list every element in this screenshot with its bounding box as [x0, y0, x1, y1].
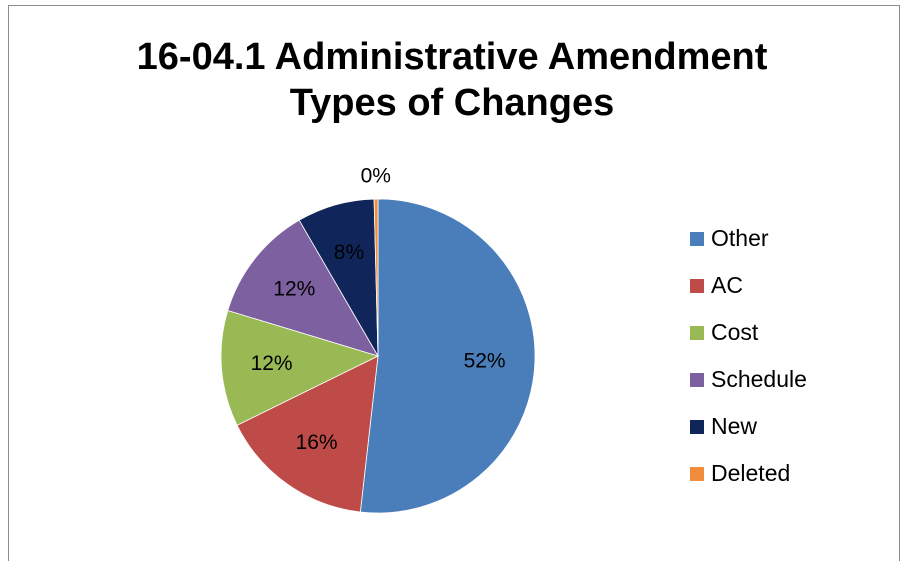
- legend-swatch-cost: [690, 325, 704, 340]
- chart-title: 16-04.1 Administrative Amendment Types o…: [0, 34, 904, 126]
- legend-item-other: Other: [690, 215, 807, 262]
- legend-swatch-other: [690, 231, 704, 246]
- data-label-deleted: 0%: [361, 165, 391, 188]
- legend-swatch-new: [690, 419, 704, 434]
- chart-title-line-1: 16-04.1 Administrative Amendment: [136, 36, 768, 78]
- legend-item-schedule: Schedule: [690, 356, 807, 403]
- data-label-schedule: 12%: [273, 277, 315, 300]
- legend-item-ac: AC: [690, 262, 807, 309]
- data-label-ac: 16%: [296, 431, 338, 454]
- pie-slice-cost: [220, 309, 380, 426]
- data-label-cost: 12%: [251, 352, 293, 375]
- pie-slice-deleted: [373, 198, 379, 357]
- data-label-other: 52%: [464, 350, 506, 373]
- pie-slice-ac: [236, 355, 379, 513]
- legend-label-deleted: Deleted: [711, 460, 791, 486]
- legend-label-ac: AC: [711, 272, 743, 298]
- legend-label-cost: Cost: [711, 319, 759, 345]
- chart-title-line-2: Types of Changes: [289, 82, 615, 124]
- pie-slice-schedule: [227, 219, 379, 357]
- legend: Other AC Cost Schedule New Deleted: [690, 215, 807, 497]
- pie-slice-other: [359, 198, 536, 514]
- legend-item-new: New: [690, 403, 807, 450]
- legend-item-cost: Cost: [690, 309, 807, 356]
- legend-label-other: Other: [711, 225, 769, 251]
- legend-label-new: New: [711, 413, 758, 439]
- legend-item-deleted: Deleted: [690, 450, 807, 497]
- legend-swatch-deleted: [690, 466, 704, 481]
- legend-label-schedule: Schedule: [711, 366, 807, 392]
- legend-swatch-ac: [690, 278, 704, 293]
- legend-swatch-schedule: [690, 372, 704, 387]
- data-label-new: 8%: [334, 241, 364, 264]
